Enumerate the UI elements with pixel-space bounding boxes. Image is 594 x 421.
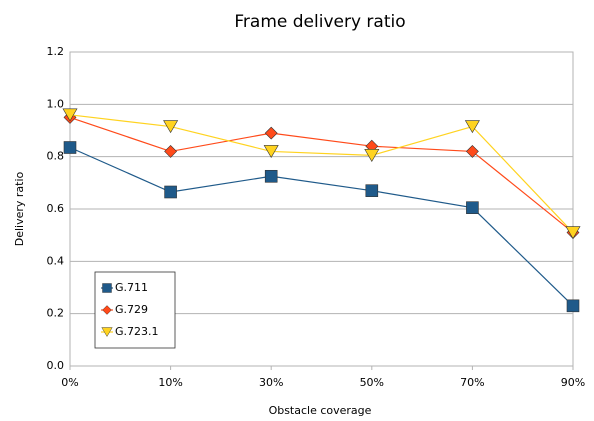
legend-label: G.711 <box>115 281 148 294</box>
data-point <box>566 299 580 313</box>
y-axis-label: Delivery ratio <box>13 171 26 246</box>
data-point <box>163 120 179 134</box>
y-tick-label: 0.8 <box>47 150 65 163</box>
x-tick-label: 10% <box>158 376 182 389</box>
data-point <box>164 185 177 199</box>
data-point <box>565 226 581 240</box>
plot-border <box>69 51 574 367</box>
data-point <box>466 201 479 214</box>
data-point <box>264 126 278 140</box>
x-tick-label: 70% <box>460 376 484 389</box>
legend-label: G.723.1 <box>115 325 159 338</box>
legend-label: G.729 <box>115 303 148 316</box>
y-tick-label: 0.2 <box>47 307 65 320</box>
legend-marker <box>102 283 112 293</box>
y-tick-label: 0.0 <box>47 359 65 372</box>
x-tick-label: 0% <box>61 376 78 389</box>
chart-title: Frame delivery ratio <box>234 12 405 32</box>
data-point <box>63 141 77 154</box>
legend-marker <box>101 327 113 337</box>
series-line <box>69 146 574 307</box>
x-tick-label: 30% <box>259 376 283 389</box>
series-line <box>69 114 574 233</box>
data-point <box>365 184 379 197</box>
x-tick-label: 90% <box>561 376 585 389</box>
data-point <box>264 169 278 183</box>
x-tick-label: 50% <box>360 376 384 389</box>
x-axis-label: Obstacle coverage <box>269 404 372 417</box>
data-point <box>465 145 479 158</box>
y-tick-label: 0.6 <box>47 202 65 215</box>
legend-marker <box>102 305 112 315</box>
series-line <box>69 116 574 234</box>
data-point <box>263 145 279 159</box>
data-point <box>364 149 380 162</box>
data-point <box>464 120 480 134</box>
y-tick-label: 1.0 <box>47 97 65 110</box>
y-tick-label: 0.4 <box>47 254 65 267</box>
y-tick-label: 1.2 <box>47 45 65 58</box>
data-point <box>62 108 78 122</box>
data-point <box>164 145 178 158</box>
